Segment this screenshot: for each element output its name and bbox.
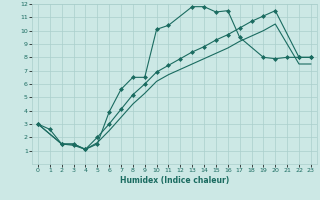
X-axis label: Humidex (Indice chaleur): Humidex (Indice chaleur) bbox=[120, 176, 229, 185]
